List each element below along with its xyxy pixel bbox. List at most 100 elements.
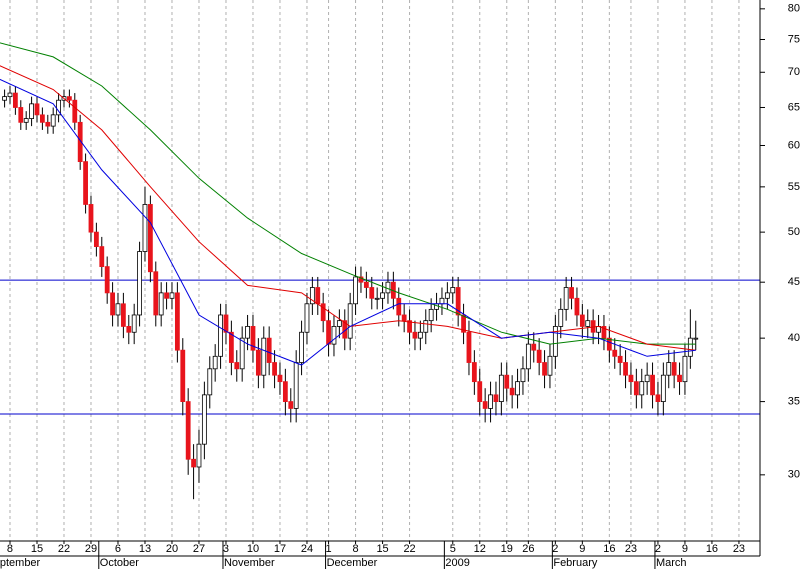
candle-body — [83, 161, 88, 205]
candle-body — [99, 246, 105, 268]
candle-body — [282, 381, 288, 402]
candle-body — [228, 331, 234, 363]
candle-body — [174, 292, 180, 351]
x-tick-label: 29 — [85, 543, 97, 555]
x-tick-label: 15 — [31, 543, 43, 555]
candle-body — [207, 368, 213, 396]
candle-body — [369, 287, 375, 299]
candle-body — [234, 362, 240, 370]
y-tick-label: 65 — [788, 101, 800, 113]
candle-body — [77, 121, 83, 163]
candle-body — [601, 326, 607, 339]
candle-body — [56, 99, 61, 116]
candle-body — [671, 362, 677, 376]
candle-body — [201, 394, 207, 445]
candle-body — [185, 401, 191, 460]
candle-body — [277, 374, 283, 383]
candle-body — [66, 96, 72, 101]
candle-body — [417, 331, 423, 339]
candle-body — [261, 337, 267, 376]
candle-body — [266, 337, 272, 363]
candle-body — [531, 343, 537, 351]
x-tick-label: 1 — [326, 543, 332, 555]
candle-body — [374, 297, 380, 300]
candle-body — [158, 292, 164, 316]
candle-body — [353, 276, 358, 305]
candle-body — [644, 374, 650, 383]
candle-body — [515, 381, 520, 396]
candle-body — [660, 374, 666, 402]
candle-body — [585, 320, 591, 327]
month-label: March — [656, 557, 687, 569]
x-tick-label: 19 — [501, 543, 513, 555]
candle-body — [169, 292, 175, 299]
candle-body — [574, 297, 580, 316]
x-tick-label: 27 — [193, 543, 205, 555]
candle-body — [147, 204, 153, 273]
x-tick-label: 2 — [552, 543, 558, 555]
candle-body — [299, 331, 304, 363]
x-tick-label: 3 — [223, 543, 229, 555]
candle-body — [498, 374, 504, 402]
candle-body — [612, 349, 618, 357]
month-label: February — [553, 557, 598, 569]
x-tick-label: 13 — [139, 543, 151, 555]
y-tick-label: 60 — [788, 139, 800, 151]
candle-body — [164, 292, 169, 299]
month-label: November — [224, 557, 275, 569]
y-tick-label: 75 — [788, 33, 800, 45]
candle-body — [347, 303, 353, 339]
candle-body — [309, 287, 315, 305]
candle-body — [293, 362, 299, 409]
candle-body — [623, 362, 628, 376]
candle-body — [137, 251, 142, 316]
x-tick-label: 17 — [274, 543, 286, 555]
x-tick-label: 16 — [603, 543, 615, 555]
y-tick-label: 50 — [788, 226, 800, 238]
candle-body — [7, 92, 13, 98]
candle-body — [520, 368, 526, 383]
candle-body — [579, 314, 585, 327]
x-tick-label: 20 — [166, 543, 178, 555]
plot-area — [0, 0, 760, 541]
x-tick-label: 23 — [733, 543, 745, 555]
candle-body — [255, 349, 261, 376]
x-tick-label: 10 — [247, 543, 259, 555]
month-label: September — [0, 557, 41, 569]
x-tick-label: 26 — [522, 543, 534, 555]
candle-body — [677, 374, 682, 383]
x-tick-label: 9 — [682, 543, 688, 555]
candle-body — [34, 103, 40, 116]
x-tick-label: 15 — [376, 543, 388, 555]
candle-body — [180, 349, 186, 402]
candle-body — [493, 394, 499, 402]
x-tick-label: 2 — [655, 543, 661, 555]
candle-body — [466, 331, 472, 363]
candle-body — [363, 281, 369, 288]
x-tick-label: 24 — [301, 543, 313, 555]
candle-body — [412, 331, 418, 339]
candle-body — [693, 337, 699, 340]
candle-body — [666, 362, 672, 376]
candle-body — [563, 287, 569, 310]
y-tick-label: 55 — [788, 181, 800, 193]
candle-body — [239, 337, 245, 370]
candle-body — [358, 276, 364, 283]
y-tick-label: 80 — [788, 3, 800, 15]
candle-body — [423, 320, 429, 333]
moving-average-line — [0, 42, 696, 345]
moving-average-line — [0, 78, 696, 366]
candle-body — [2, 96, 7, 101]
candle-body — [245, 326, 250, 339]
candle-body — [407, 320, 412, 333]
y-tick-label: 40 — [788, 332, 800, 344]
candle-body — [385, 281, 391, 294]
candle-body — [131, 314, 137, 333]
candle-body — [525, 343, 531, 370]
candle-body — [93, 231, 99, 248]
candle-body — [218, 314, 223, 357]
candle-body — [655, 394, 661, 402]
candle-body — [455, 287, 461, 316]
y-tick-label: 30 — [788, 469, 800, 481]
